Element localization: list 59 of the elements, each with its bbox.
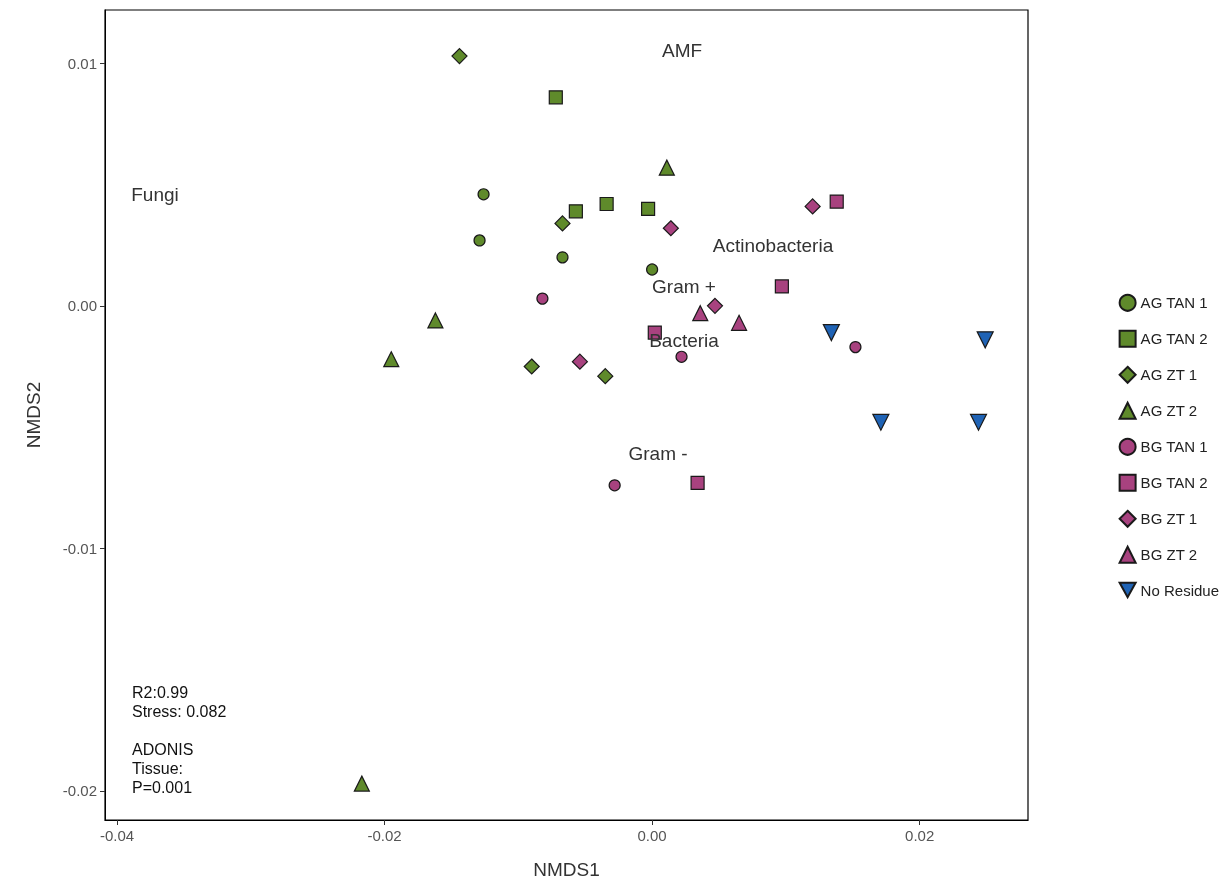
x-tick-label: -0.04 bbox=[99, 827, 135, 844]
y-tick-label: 0.01 bbox=[67, 54, 97, 72]
point bbox=[690, 475, 705, 490]
x-tick-label: 0.02 bbox=[905, 827, 935, 844]
point bbox=[608, 479, 621, 492]
x-tick-label: -0.02 bbox=[367, 827, 402, 844]
point bbox=[692, 305, 709, 322]
y-tick-label: 0.00 bbox=[67, 297, 97, 315]
x-tick-label: 0.00 bbox=[637, 827, 667, 844]
point bbox=[556, 251, 569, 264]
point bbox=[646, 263, 659, 276]
point bbox=[427, 312, 444, 329]
annotation: Gram - bbox=[628, 442, 688, 464]
point bbox=[554, 215, 571, 232]
point bbox=[523, 358, 540, 375]
legend-label: BG ZT 1 bbox=[1140, 510, 1198, 528]
text: R2:0.99 Stress: 0.082 ADONIS Tissue: P=0.001 bbox=[132, 684, 227, 796]
point bbox=[548, 90, 563, 105]
y-tick-label: -0.01 bbox=[62, 539, 97, 557]
point bbox=[822, 323, 840, 342]
point bbox=[730, 314, 748, 331]
point bbox=[829, 194, 844, 209]
legend-label: BG TAN 2 bbox=[1140, 474, 1208, 492]
legend-label: BG TAN 1 bbox=[1140, 438, 1208, 456]
point bbox=[969, 413, 988, 431]
point bbox=[675, 350, 688, 363]
x-axis-title: NMDS1 bbox=[533, 859, 600, 880]
point bbox=[774, 279, 789, 294]
point bbox=[473, 234, 486, 247]
point bbox=[641, 201, 656, 216]
point bbox=[706, 297, 724, 314]
annotation: AMF bbox=[661, 39, 703, 61]
y-axis-title: NMDS2 bbox=[23, 381, 44, 449]
annotation: Fungi bbox=[131, 183, 179, 205]
legend-label: AG TAN 2 bbox=[1140, 330, 1208, 348]
point bbox=[597, 368, 614, 385]
annotation: Bacteria bbox=[649, 329, 720, 351]
y-tick-label: -0.02 bbox=[62, 782, 97, 800]
legend-label: BG ZT 2 bbox=[1140, 546, 1198, 564]
point bbox=[383, 351, 400, 368]
point bbox=[536, 292, 549, 305]
point bbox=[571, 353, 588, 370]
point bbox=[804, 198, 821, 215]
legend-label: AG ZT 1 bbox=[1140, 366, 1198, 384]
point bbox=[849, 341, 862, 354]
point bbox=[599, 196, 614, 212]
point bbox=[353, 775, 370, 792]
point bbox=[976, 331, 994, 349]
legend-label: No Residue bbox=[1140, 581, 1220, 599]
legend-label: AG TAN 1 bbox=[1140, 294, 1208, 312]
point bbox=[662, 220, 679, 237]
point bbox=[872, 413, 890, 431]
point bbox=[568, 204, 583, 219]
point bbox=[451, 47, 468, 65]
annotation: Gram + bbox=[652, 275, 716, 297]
point bbox=[658, 159, 675, 176]
legend-label: AG ZT 2 bbox=[1140, 402, 1198, 420]
point bbox=[477, 188, 490, 201]
annotation: Actinobacteria bbox=[712, 234, 834, 256]
